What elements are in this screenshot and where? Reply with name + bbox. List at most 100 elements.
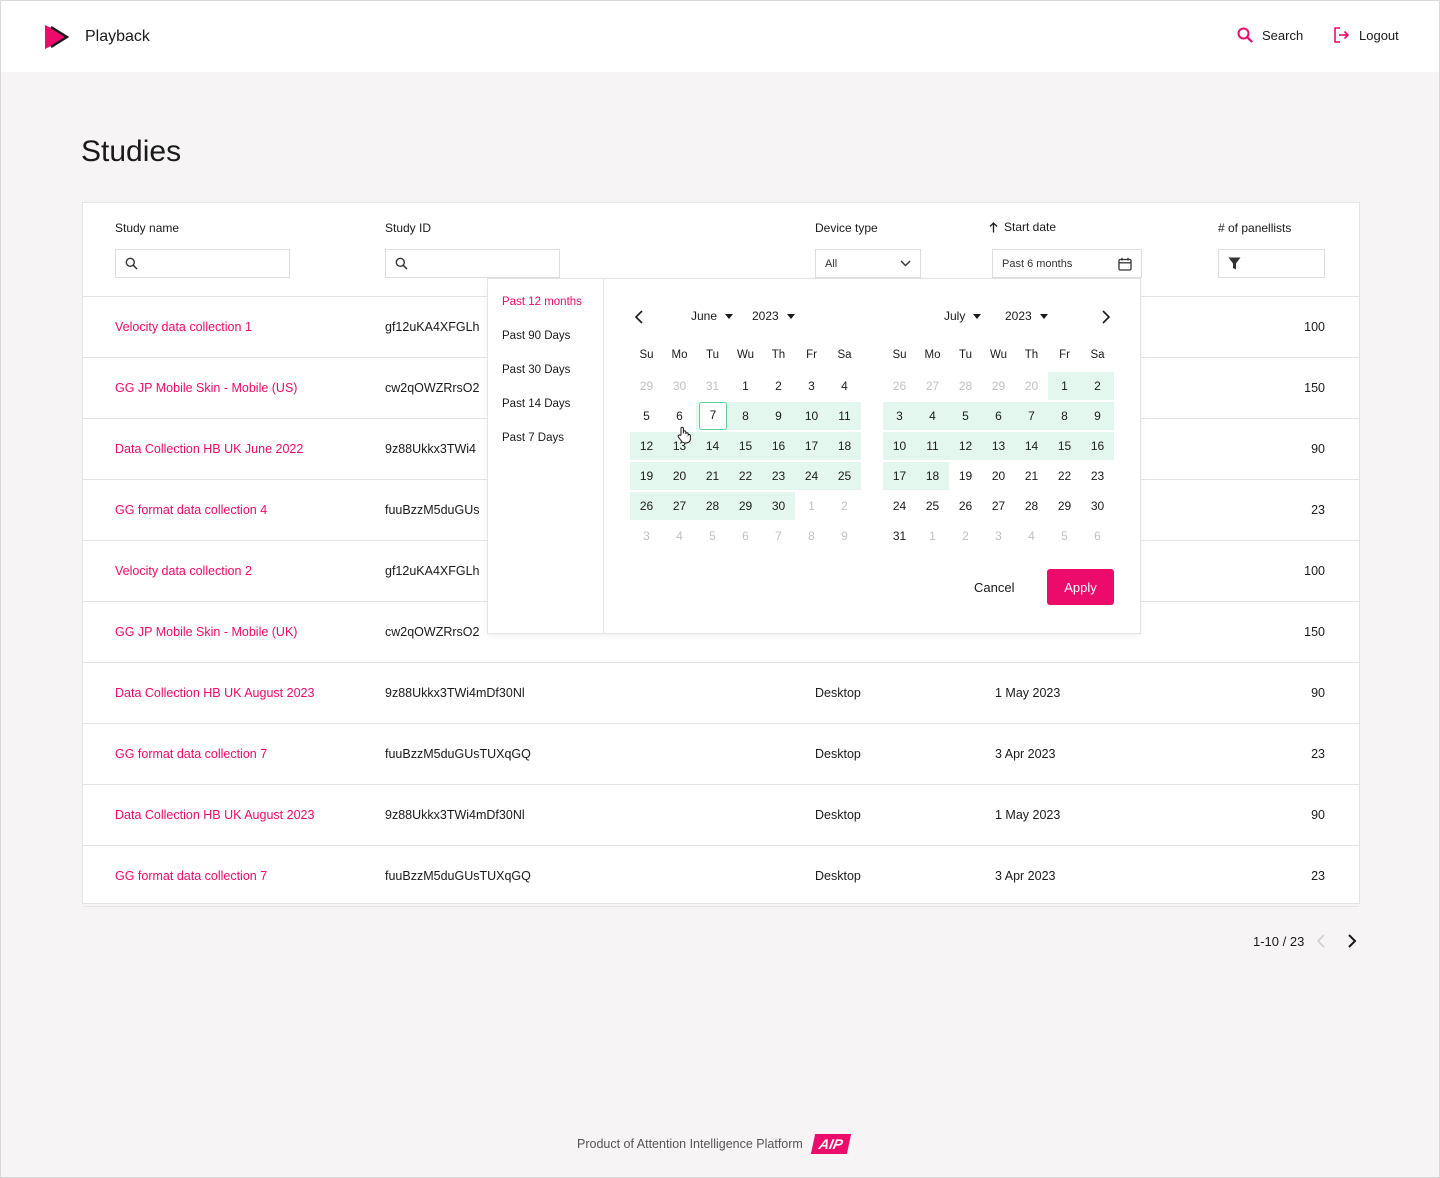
search-button[interactable]: Search xyxy=(1237,27,1303,43)
calendar-day[interactable]: 30 xyxy=(663,372,696,400)
calendar-day[interactable]: 6 xyxy=(982,402,1015,430)
calendar-day[interactable]: 24 xyxy=(883,492,916,520)
month-select[interactable]: July xyxy=(944,309,982,323)
calendar-day[interactable]: 29 xyxy=(1048,492,1081,520)
preset-option[interactable]: Past 14 Days xyxy=(502,398,571,410)
calendar-day[interactable]: 1 xyxy=(1048,372,1081,400)
row-study-name[interactable]: GG format data collection 7 xyxy=(115,747,268,761)
preset-option[interactable]: Past 7 Days xyxy=(502,432,564,444)
brand[interactable]: Playback xyxy=(43,23,150,51)
calendar-day[interactable]: 24 xyxy=(795,462,828,490)
calendar-day[interactable]: 20 xyxy=(663,462,696,490)
calendar-day[interactable]: 2 xyxy=(762,372,795,400)
cancel-button[interactable]: Cancel xyxy=(974,580,1015,595)
calendar-day[interactable]: 29 xyxy=(630,372,663,400)
calendar-day[interactable]: 25 xyxy=(828,462,861,490)
study-name-search-input[interactable] xyxy=(115,249,290,278)
calendar-day[interactable]: 17 xyxy=(883,462,916,490)
calendar-day[interactable]: 16 xyxy=(1081,432,1114,460)
panellists-filter-input[interactable] xyxy=(1218,249,1325,278)
calendar-day[interactable]: 17 xyxy=(795,432,828,460)
year-select[interactable]: 2023 xyxy=(1005,309,1048,323)
calendar-day[interactable]: 5 xyxy=(696,522,729,550)
calendar-day[interactable]: 4 xyxy=(663,522,696,550)
calendar-day[interactable]: 5 xyxy=(1048,522,1081,550)
chevron-right-icon[interactable] xyxy=(1346,933,1358,949)
calendar-day[interactable]: 18 xyxy=(916,462,949,490)
calendar-day[interactable]: 23 xyxy=(1081,462,1114,490)
calendar-day[interactable]: 22 xyxy=(729,462,762,490)
next-month-icon[interactable] xyxy=(1101,309,1111,325)
calendar-day[interactable]: 30 xyxy=(1081,492,1114,520)
calendar-day[interactable]: 30 xyxy=(762,492,795,520)
table-row[interactable]: Data Collection HB UK August 2023 9z88Ukk… xyxy=(83,663,1359,724)
calendar-day[interactable]: 21 xyxy=(1015,462,1048,490)
calendar-day[interactable]: 26 xyxy=(630,492,663,520)
calendar-day[interactable]: 1 xyxy=(729,372,762,400)
calendar-day[interactable]: 7 xyxy=(762,522,795,550)
calendar-day[interactable]: 25 xyxy=(916,492,949,520)
row-study-name[interactable]: Velocity data collection 2 xyxy=(115,564,252,578)
calendar-day[interactable]: 16 xyxy=(762,432,795,460)
calendar-day[interactable]: 8 xyxy=(1048,402,1081,430)
calendar-day[interactable]: 29 xyxy=(729,492,762,520)
row-study-name[interactable]: Data Collection HB UK August 2023 xyxy=(115,808,315,822)
calendar-day[interactable]: 8 xyxy=(795,522,828,550)
month-select[interactable]: June xyxy=(691,309,734,323)
calendar-day[interactable]: 2 xyxy=(828,492,861,520)
calendar-day[interactable]: 11 xyxy=(828,402,861,430)
previous-month-icon[interactable] xyxy=(634,309,644,325)
calendar-day[interactable]: 12 xyxy=(630,432,663,460)
calendar-day[interactable]: 27 xyxy=(982,492,1015,520)
calendar-day[interactable]: 12 xyxy=(949,432,982,460)
calendar-day[interactable]: 9 xyxy=(762,402,795,430)
calendar-day[interactable]: 31 xyxy=(696,372,729,400)
calendar-day[interactable]: 2 xyxy=(1081,372,1114,400)
calendar-day[interactable]: 26 xyxy=(949,492,982,520)
calendar-day[interactable]: 2 xyxy=(949,522,982,550)
calendar-day[interactable]: 23 xyxy=(762,462,795,490)
row-study-name[interactable]: Velocity data collection 1 xyxy=(115,320,252,334)
apply-button[interactable]: Apply xyxy=(1047,569,1114,605)
calendar-day[interactable]: 4 xyxy=(1015,522,1048,550)
column-header-panellists[interactable]: # of panellists xyxy=(1218,221,1291,235)
calendar-day[interactable]: 14 xyxy=(1015,432,1048,460)
calendar-day[interactable]: 10 xyxy=(883,432,916,460)
column-header-device-type[interactable]: Device type xyxy=(815,221,878,235)
row-study-name[interactable]: GG JP Mobile Skin - Mobile (UK) xyxy=(115,625,298,639)
table-row[interactable]: GG format data collection 7 fuuBzzM5duGUs… xyxy=(83,724,1359,785)
chevron-left-icon[interactable] xyxy=(1316,933,1326,949)
calendar-day[interactable]: 4 xyxy=(916,402,949,430)
calendar-day[interactable]: 7 xyxy=(1015,402,1048,430)
start-date-picker-input[interactable]: Past 6 months xyxy=(992,249,1142,278)
calendar-day-selected[interactable]: 7 xyxy=(696,402,729,430)
year-select[interactable]: 2023 xyxy=(752,309,795,323)
calendar-day[interactable]: 28 xyxy=(696,492,729,520)
calendar-day[interactable]: 15 xyxy=(729,432,762,460)
calendar-day[interactable]: 10 xyxy=(795,402,828,430)
calendar-day[interactable]: 21 xyxy=(696,462,729,490)
calendar-day[interactable]: 1 xyxy=(916,522,949,550)
calendar-day[interactable]: 13 xyxy=(982,432,1015,460)
calendar-day[interactable]: 28 xyxy=(1015,492,1048,520)
calendar-day[interactable]: 11 xyxy=(916,432,949,460)
column-header-start-date[interactable]: Start date xyxy=(989,220,1056,234)
calendar-day[interactable]: 6 xyxy=(729,522,762,550)
calendar-day[interactable]: 9 xyxy=(1081,402,1114,430)
calendar-day[interactable]: 19 xyxy=(949,462,982,490)
preset-option[interactable]: Past 90 Days xyxy=(502,330,571,342)
calendar-day[interactable]: 28 xyxy=(949,372,982,400)
calendar-day[interactable]: 5 xyxy=(949,402,982,430)
calendar-day[interactable]: 3 xyxy=(795,372,828,400)
calendar-day[interactable]: 22 xyxy=(1048,462,1081,490)
calendar-day[interactable]: 15 xyxy=(1048,432,1081,460)
table-row[interactable]: GG JP Mobile Skin - Mobile (UK) cw2qOWZRr… xyxy=(83,602,1359,663)
calendar-day[interactable]: 19 xyxy=(630,462,663,490)
calendar-day[interactable]: 3 xyxy=(982,522,1015,550)
calendar-day[interactable]: 9 xyxy=(828,522,861,550)
calendar-day[interactable]: 4 xyxy=(828,372,861,400)
calendar-day[interactable]: 20 xyxy=(1015,372,1048,400)
calendar-day[interactable]: 3 xyxy=(630,522,663,550)
column-header-study-name[interactable]: Study name xyxy=(115,221,179,235)
study-id-search-input[interactable] xyxy=(385,249,560,278)
